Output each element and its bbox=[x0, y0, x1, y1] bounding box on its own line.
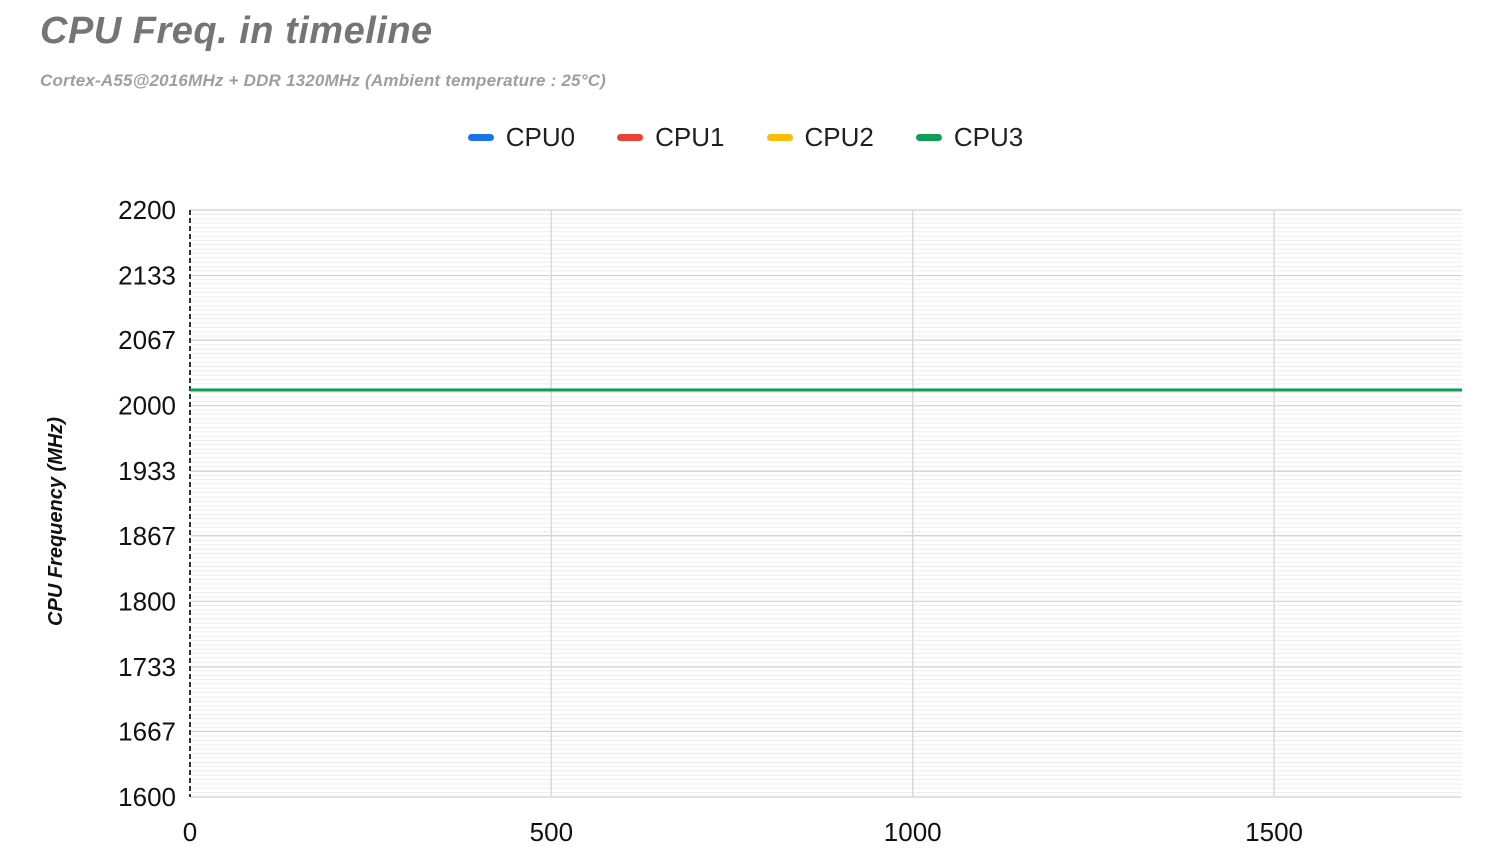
y-tick-label: 2133 bbox=[118, 261, 176, 291]
y-tick-label: 1800 bbox=[118, 586, 176, 616]
y-axis-title: CPU Frequency (MHz) bbox=[45, 417, 67, 626]
legend-item-cpu1: CPU1 bbox=[617, 122, 725, 153]
y-tick-label: 2000 bbox=[118, 391, 176, 421]
y-tick-label: 1733 bbox=[118, 652, 176, 682]
legend-swatch-cpu1 bbox=[617, 134, 644, 141]
legend-item-cpu3: CPU3 bbox=[915, 122, 1024, 153]
y-tick-label: 1600 bbox=[118, 782, 176, 812]
chart-legend: CPU0 CPU1 CPU2 CPU3 bbox=[0, 122, 1491, 153]
legend-label: CPU3 bbox=[953, 122, 1024, 152]
y-tick-label: 1867 bbox=[118, 521, 176, 551]
x-tick-label: 500 bbox=[530, 817, 573, 847]
legend-swatch-cpu3 bbox=[915, 134, 942, 141]
x-tick-label: 1500 bbox=[1245, 817, 1303, 847]
legend-item-cpu2: CPU2 bbox=[766, 122, 874, 153]
chart-subtitle: Cortex-A55@2016MHz + DDR 1320MHz (Ambien… bbox=[40, 71, 607, 90]
legend-swatch-cpu0 bbox=[467, 134, 494, 141]
chart-title: CPU Freq. in timeline bbox=[40, 10, 433, 52]
y-tick-label: 1667 bbox=[118, 716, 176, 746]
x-tick-label: 1000 bbox=[884, 817, 942, 847]
y-tick-label: 2200 bbox=[118, 195, 176, 225]
legend-swatch-cpu2 bbox=[766, 134, 793, 141]
legend-label: CPU0 bbox=[505, 122, 576, 152]
y-tick-label: 1933 bbox=[118, 456, 176, 486]
legend-label: CPU2 bbox=[804, 122, 874, 152]
legend-item-cpu0: CPU0 bbox=[467, 122, 576, 153]
y-tick-label: 2067 bbox=[118, 325, 176, 355]
x-tick-label: 0 bbox=[183, 817, 197, 847]
legend-label: CPU1 bbox=[655, 122, 725, 152]
